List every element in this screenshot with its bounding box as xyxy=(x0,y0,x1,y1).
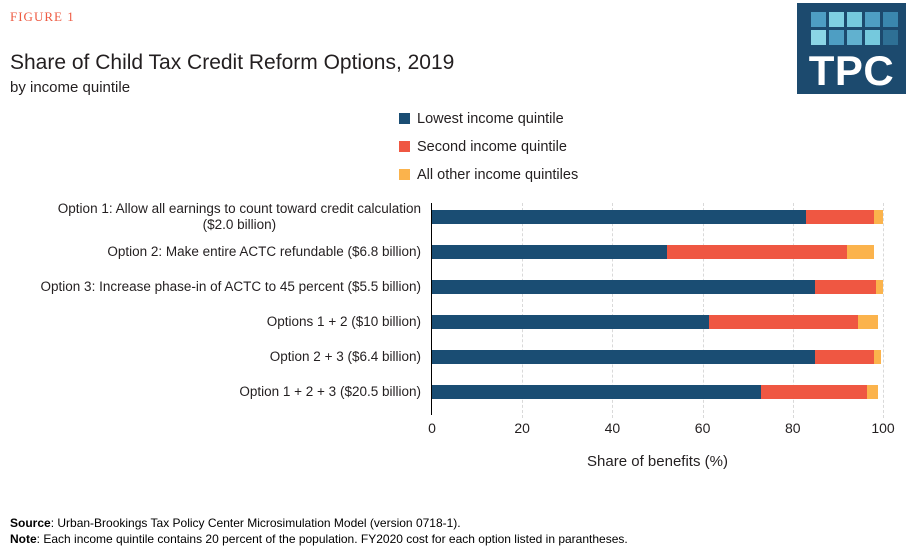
tpc-logo-squares xyxy=(811,12,898,45)
y-axis-line xyxy=(431,203,432,415)
tpc-logo-square xyxy=(829,12,844,27)
legend-swatch-icon xyxy=(399,113,410,124)
bar-row xyxy=(432,210,883,224)
footer: Source: Urban-Brookings Tax Policy Cente… xyxy=(10,516,628,547)
legend: Lowest income quintile Second income quin… xyxy=(399,109,578,193)
bar-segment xyxy=(761,385,868,399)
tpc-logo-square xyxy=(829,30,844,45)
x-tick-label: 100 xyxy=(871,420,895,436)
bar-row xyxy=(432,385,883,399)
category-label: Option 2: Make entire ACTC refundable ($… xyxy=(0,235,421,269)
category-label-text: Option 2 + 3 ($6.4 billion) xyxy=(269,348,421,364)
legend-swatch-icon xyxy=(399,169,410,180)
bar-segment xyxy=(666,245,847,259)
figure-label: FIGURE 1 xyxy=(10,9,75,24)
x-tick-label: 20 xyxy=(514,420,530,436)
tpc-logo-square xyxy=(883,30,898,45)
tpc-logo-square xyxy=(811,30,826,45)
gridline xyxy=(522,203,524,418)
x-axis-ticks: 0 20 40 60 80 100 xyxy=(428,420,895,436)
category-label: Option 2 + 3 ($6.4 billion) xyxy=(0,340,421,374)
bar-segment xyxy=(806,210,874,224)
legend-item: Lowest income quintile xyxy=(399,109,578,128)
tpc-logo-square xyxy=(865,12,880,27)
note-label: Note xyxy=(10,531,37,546)
category-label-text: Option 2: Make entire ACTC refundable ($… xyxy=(107,243,421,259)
bar-segment xyxy=(432,245,667,259)
source-text: : Urban-Brookings Tax Policy Center Micr… xyxy=(50,516,461,530)
x-tick-label: 40 xyxy=(604,420,621,436)
chart-title: Share of Child Tax Credit Reform Options… xyxy=(10,51,455,74)
legend-label: All other income quintiles xyxy=(417,166,579,183)
bar-segment xyxy=(873,210,883,224)
category-label: Options 1 + 2 ($10 billion) xyxy=(0,305,421,339)
category-label-text: Options 1 + 2 ($10 billion) xyxy=(266,313,421,329)
bar-segment xyxy=(432,385,762,399)
x-tick-label: 0 xyxy=(428,420,436,436)
tpc-logo: TPC xyxy=(797,3,906,94)
bar-segment xyxy=(709,315,859,329)
gridline xyxy=(702,203,704,418)
bar-segment xyxy=(876,280,883,294)
bar-row xyxy=(432,315,883,329)
category-label-text: Option 3: Increase phase-in of ACTC to 4… xyxy=(40,278,421,294)
tpc-logo-square xyxy=(847,30,862,45)
tpc-logo-square xyxy=(865,30,880,45)
bar-segment xyxy=(815,280,877,294)
note-line: Note: Each income quintile contains 20 p… xyxy=(10,532,628,548)
bar-segment xyxy=(873,350,881,364)
category-label-text: Option 1: Allow all earnings to count to… xyxy=(57,200,421,233)
chart-subtitle: by income quintile xyxy=(10,79,131,96)
tpc-logo-text: TPC xyxy=(808,46,895,94)
tpc-logo-square xyxy=(883,12,898,27)
legend-item: Second income quintile xyxy=(399,137,578,156)
source-label: Source xyxy=(10,516,51,530)
category-label: Option 1 + 2 + 3 ($20.5 billion) xyxy=(0,375,421,409)
legend-item: All other income quintiles xyxy=(399,165,578,184)
category-label: Option 1: Allow all earnings to count to… xyxy=(0,200,421,234)
x-tick-label: 60 xyxy=(694,420,711,436)
x-axis-title: Share of benefits (%) xyxy=(587,453,728,470)
bar-segment xyxy=(846,245,874,259)
note-text: : Each income quintile contains 20 perce… xyxy=(36,531,628,546)
legend-label: Lowest income quintile xyxy=(417,110,564,127)
gridline xyxy=(883,203,884,418)
category-label: Option 3: Increase phase-in of ACTC to 4… xyxy=(0,270,421,304)
x-tick-label: 80 xyxy=(785,420,801,436)
bar-segment xyxy=(432,350,816,364)
gridline xyxy=(792,203,794,418)
legend-label: Second income quintile xyxy=(417,138,567,155)
bar-segment xyxy=(858,315,879,329)
tpc-logo-square xyxy=(811,12,826,27)
bar-segment xyxy=(867,385,879,399)
gridline xyxy=(612,203,614,418)
tpc-logo-square xyxy=(847,12,862,27)
bar-segment xyxy=(432,315,710,329)
bar-row xyxy=(432,245,883,259)
plot-area xyxy=(431,203,884,418)
bar-segment xyxy=(432,280,816,294)
bar-row xyxy=(432,350,883,364)
bar-segment xyxy=(432,210,807,224)
bar-row xyxy=(432,280,883,294)
category-label-text: Option 1 + 2 + 3 ($20.5 billion) xyxy=(239,383,421,399)
bar-segment xyxy=(815,350,874,364)
source-line: Source: Urban-Brookings Tax Policy Cente… xyxy=(10,516,628,532)
legend-swatch-icon xyxy=(399,141,410,152)
